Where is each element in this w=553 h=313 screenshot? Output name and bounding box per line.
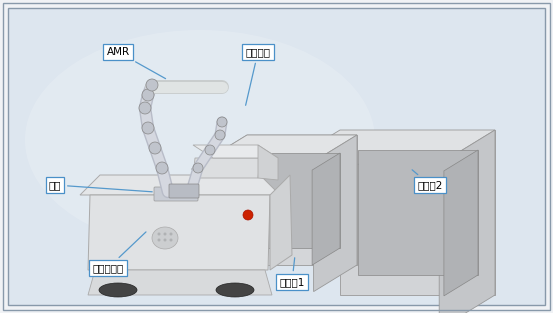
Text: 原料梆2: 原料梆2 <box>412 170 443 190</box>
Polygon shape <box>439 130 495 313</box>
Circle shape <box>149 142 161 154</box>
Polygon shape <box>358 150 478 275</box>
Polygon shape <box>80 175 280 195</box>
Circle shape <box>146 79 158 91</box>
Polygon shape <box>204 135 357 162</box>
FancyBboxPatch shape <box>154 187 198 201</box>
Circle shape <box>215 130 225 140</box>
Ellipse shape <box>99 283 137 297</box>
Polygon shape <box>340 130 495 295</box>
Polygon shape <box>314 135 357 292</box>
Polygon shape <box>258 145 278 180</box>
Circle shape <box>158 239 160 242</box>
Polygon shape <box>191 135 357 169</box>
Circle shape <box>142 89 154 101</box>
Circle shape <box>217 117 227 127</box>
Polygon shape <box>312 153 340 265</box>
Ellipse shape <box>216 283 254 297</box>
Polygon shape <box>247 135 357 265</box>
Polygon shape <box>270 175 292 270</box>
Circle shape <box>205 145 215 155</box>
Text: AMR: AMR <box>106 47 165 79</box>
Text: 原料梆1: 原料梆1 <box>279 258 305 287</box>
Polygon shape <box>193 158 260 178</box>
Circle shape <box>139 102 151 114</box>
Circle shape <box>193 163 203 173</box>
Polygon shape <box>88 270 272 295</box>
Polygon shape <box>88 195 270 270</box>
Circle shape <box>164 239 166 242</box>
Polygon shape <box>260 153 340 248</box>
Polygon shape <box>284 130 495 164</box>
Ellipse shape <box>152 227 178 249</box>
Circle shape <box>170 233 173 235</box>
FancyBboxPatch shape <box>169 184 199 198</box>
Circle shape <box>158 233 160 235</box>
Circle shape <box>142 122 154 134</box>
Text: 协作机器人: 协作机器人 <box>92 232 146 273</box>
Circle shape <box>156 162 168 174</box>
Circle shape <box>164 233 166 235</box>
Circle shape <box>243 210 253 220</box>
Ellipse shape <box>25 30 375 250</box>
Text: 成品料框: 成品料框 <box>246 47 270 105</box>
Circle shape <box>170 239 173 242</box>
Polygon shape <box>444 150 478 296</box>
Text: 抓手: 抓手 <box>49 180 152 192</box>
Polygon shape <box>193 145 278 158</box>
FancyBboxPatch shape <box>8 8 545 305</box>
